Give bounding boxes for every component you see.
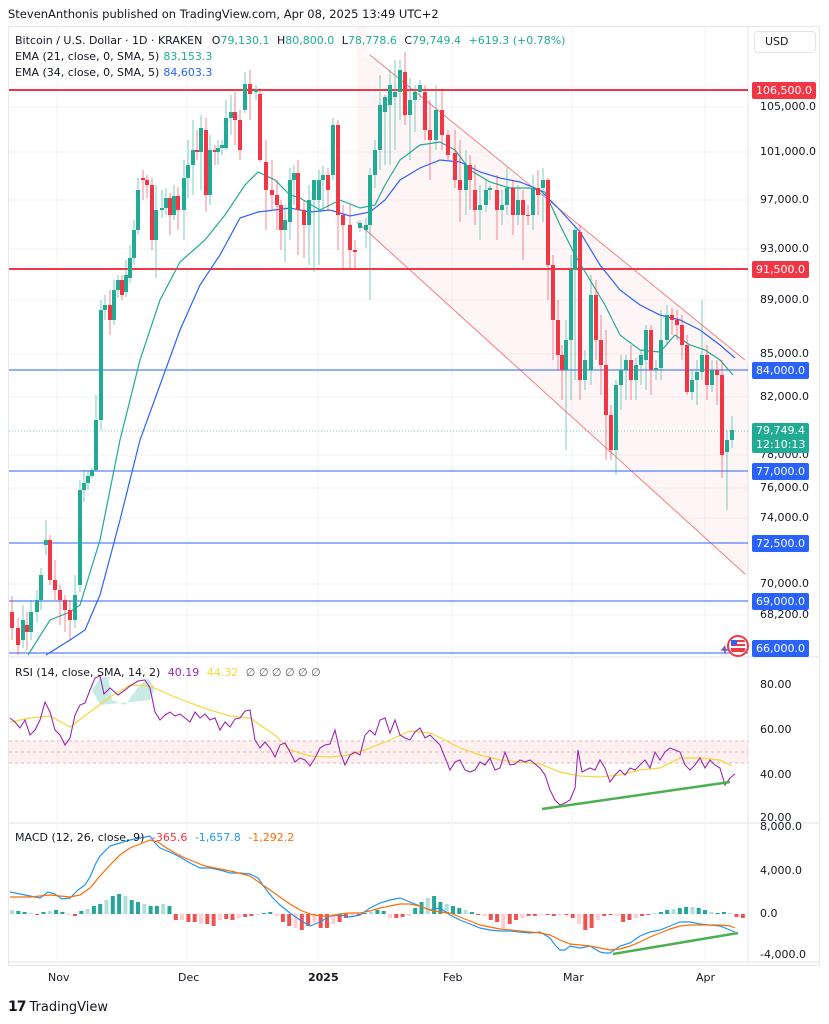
resistance-lines[interactable] [9, 89, 748, 270]
chart-frame [8, 26, 820, 966]
time-axis-label: 2025 [308, 971, 339, 984]
price-level-tag[interactable]: 66,000.0 [752, 640, 809, 657]
bar-countdown: 12:10:13 [756, 438, 806, 451]
price-axis-label: 105,000.0 [760, 100, 816, 113]
ohlc-low-label: L [341, 34, 348, 47]
ema34-value: 84,603.3 [163, 66, 213, 79]
price-level-tag[interactable]: 72,500.0 [752, 535, 809, 552]
price-axis-label: 68,200.0 [760, 608, 809, 621]
macd-legend[interactable]: MACD (12, 26, close, 9) -365.6 -1,657.8 … [15, 830, 294, 846]
ohlc-close: 79,749.4 [412, 34, 462, 47]
grid-vertical [56, 27, 706, 962]
price-level-tag[interactable]: 69,000.0 [752, 593, 809, 610]
macd-divergence-line[interactable] [612, 931, 739, 956]
time-axis-label: Nov [48, 971, 70, 984]
rsi-axis-80: 80.00 [760, 678, 792, 691]
price-axis-label: 89,000.0 [760, 293, 809, 306]
rsi-axis-20: 20.00 [760, 811, 792, 824]
macd-histogram[interactable] [10, 894, 745, 930]
time-axis-label: Mar [563, 971, 584, 984]
ohlc-high-label: H [276, 34, 286, 47]
tradingview-logo[interactable]: 17 TradingView [8, 999, 108, 1015]
macd-signal-value: -1,292.2 [248, 831, 295, 844]
ohlc-open: 79,130.1 [220, 34, 270, 47]
price-level-tag[interactable]: 91,500.0 [752, 261, 809, 278]
price-level-tag[interactable]: 84,000.0 [752, 362, 809, 379]
price-axis-label: 101,000.0 [760, 145, 816, 158]
last-price-tag: 79,749.4 12:10:13 [752, 423, 810, 453]
rsi-legend[interactable]: RSI (14, close, SMA, 14, 2) 40.19 44.32 … [15, 665, 321, 681]
ema21-value: 83,153.3 [163, 50, 213, 63]
macd-axis-minus4000: -4,000.0 [760, 948, 806, 961]
macd-signal-line[interactable] [10, 839, 736, 951]
tradingview-logo-icon: 17 [8, 999, 27, 1015]
rsi-line[interactable] [9, 675, 736, 806]
rsi-divergence-line[interactable] [541, 780, 731, 811]
ema21-line[interactable] [27, 141, 734, 656]
last-price-value: 79,749.4 [756, 424, 805, 437]
price-axis-label: 76,000.0 [760, 481, 809, 494]
macd-value: -1,657.8 [194, 831, 241, 844]
ohlc-open-label: O [211, 34, 221, 47]
time-axis-label: Apr [696, 971, 716, 984]
ohlc-low: 78,778.6 [347, 34, 397, 47]
time-axis-label: Feb [443, 971, 463, 984]
macd-axis-4000: 4,000.0 [760, 864, 802, 877]
price-axis-label: 82,000.0 [760, 390, 809, 403]
main-legend: Bitcoin / U.S. Dollar · 1D · KRAKEN O79,… [15, 33, 565, 49]
rsi-axis-40: 40.00 [760, 768, 792, 781]
rsi-axis-60: 60.00 [760, 723, 792, 736]
macd-axis-8000: 8,000.0 [760, 820, 802, 833]
ema34-label: EMA (34, close, 0, SMA, 5) [15, 66, 160, 79]
ema21-label: EMA (21, close, 0, SMA, 5) [15, 50, 160, 63]
ema34-line[interactable] [45, 159, 736, 656]
ema21-legend[interactable]: EMA (21, close, 0, SMA, 5) 83,153.3 [15, 49, 212, 65]
symbol-name[interactable]: Bitcoin / U.S. Dollar · 1D · KRAKEN [15, 34, 203, 47]
currency-button[interactable]: USD [754, 31, 816, 53]
rsi-sma-value: 44.32 [206, 666, 239, 679]
ohlc-high: 80,800.0 [285, 34, 335, 47]
price-axis-label: 97,000.0 [760, 193, 809, 206]
ohlc-close-label: C [404, 34, 413, 47]
price-axis-label: 85,000.0 [760, 347, 809, 360]
publisher-line: StevenAnthonis published on TradingView.… [8, 7, 439, 21]
macd-label: MACD (12, 26, close, 9) [15, 831, 145, 844]
rsi-value: 40.19 [167, 666, 200, 679]
tradingview-brand: TradingView [29, 999, 109, 1015]
us-flag-event-icon[interactable] [720, 635, 749, 657]
price-change: +619.3 (+0.78%) [468, 34, 566, 47]
candles[interactable] [10, 52, 734, 655]
price-axis-label: 93,000.0 [760, 242, 809, 255]
rsi-extra-values: ∅ ∅ ∅ ∅ ∅ ∅ [245, 666, 321, 679]
time-axis-label: Dec [178, 971, 200, 984]
ema34-legend[interactable]: EMA (34, close, 0, SMA, 5) 84,603.3 [15, 65, 212, 81]
price-level-tag[interactable]: 77,000.0 [752, 463, 809, 480]
price-level-tag[interactable]: 106,500.0 [752, 82, 816, 99]
rsi-label: RSI (14, close, SMA, 14, 2) [15, 666, 161, 679]
price-axis-label: 74,000.0 [760, 511, 809, 524]
macd-histogram-value: -365.6 [151, 831, 188, 844]
macd-axis-0: 0.0 [760, 907, 778, 920]
rsi-sma-line[interactable] [9, 684, 733, 778]
price-axis-label: 70,000.0 [760, 577, 809, 590]
